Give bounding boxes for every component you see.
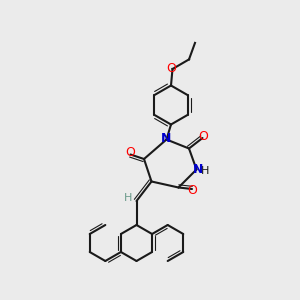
Text: O: O (188, 184, 197, 197)
Text: N: N (193, 163, 203, 176)
Text: O: O (125, 146, 135, 160)
Text: O: O (198, 130, 208, 143)
Text: O: O (166, 62, 176, 75)
Text: H: H (124, 193, 132, 203)
Text: H: H (201, 166, 209, 176)
Text: N: N (161, 132, 172, 145)
